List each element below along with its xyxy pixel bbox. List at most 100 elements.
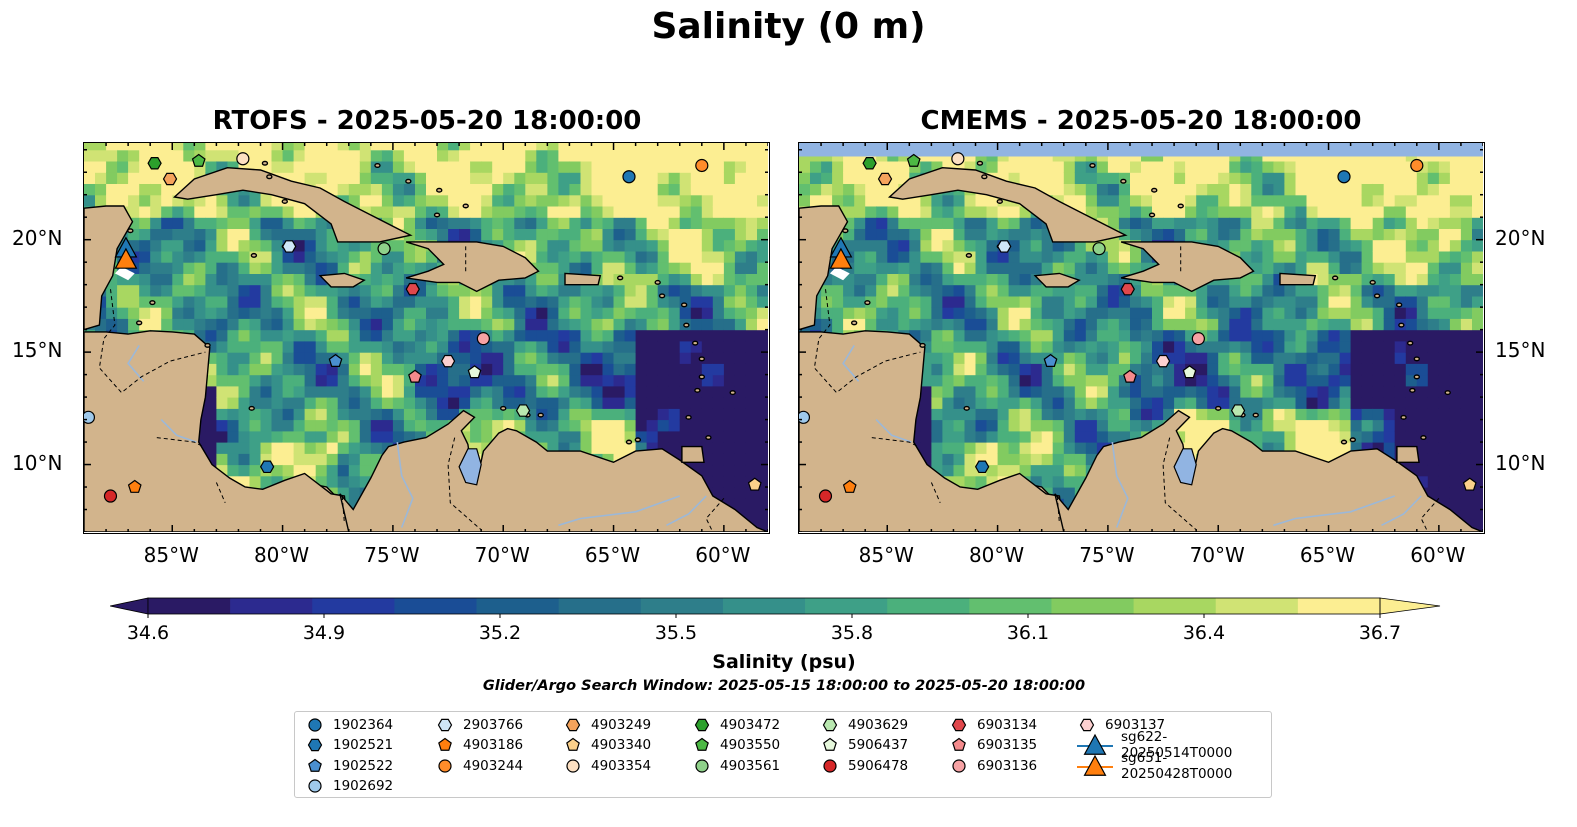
land-cuba xyxy=(172,166,413,243)
rivers xyxy=(842,344,1422,528)
marker-6903137 xyxy=(1155,354,1171,368)
legend-marker-pentagon-icon xyxy=(566,737,580,751)
marker-4903340 xyxy=(1462,477,1477,491)
colorbar-segment xyxy=(312,598,395,614)
legend-label: 1902521 xyxy=(333,737,394,753)
marker-4903472 xyxy=(147,157,162,170)
legend-marker-hexagon-icon xyxy=(307,738,323,752)
small-island xyxy=(1340,439,1348,445)
land-pr xyxy=(1279,272,1317,286)
legend-entry: 1902364 xyxy=(305,715,393,734)
marker-1902522 xyxy=(328,353,343,367)
small-island xyxy=(1151,187,1158,193)
map-panel-cmems xyxy=(798,142,1485,534)
marker-4903244 xyxy=(1410,158,1424,173)
border xyxy=(447,437,482,531)
legend-entry: 4903186 xyxy=(435,736,523,755)
colorbar-tick-label: 34.6 xyxy=(126,622,170,644)
colorbar-segment xyxy=(1297,598,1381,614)
legend-label: 1902692 xyxy=(333,778,394,794)
legend-label: sg651-20250428T0000 xyxy=(1121,749,1233,782)
legend-entry: 4903472 xyxy=(692,715,780,734)
legend-marker-circle-icon xyxy=(952,758,966,773)
river xyxy=(1381,495,1422,527)
small-island xyxy=(149,300,156,306)
border xyxy=(705,497,725,532)
legend-label: 1902522 xyxy=(333,757,394,774)
float-markers xyxy=(799,152,1477,503)
border xyxy=(98,289,206,394)
land-sa xyxy=(339,409,768,532)
land-sa xyxy=(1054,409,1483,532)
small-island xyxy=(965,252,973,258)
small-island xyxy=(683,322,690,328)
legend-label: 6903136 xyxy=(977,757,1038,774)
colorbar-segment xyxy=(230,598,313,614)
x-tick-label: 65°W xyxy=(584,543,641,567)
marker-6903136 xyxy=(476,332,490,346)
marker-4903561 xyxy=(1092,242,1106,256)
legend-entry: 5906437 xyxy=(820,736,908,755)
marker-4903249 xyxy=(877,172,893,186)
legend-label: 4903472 xyxy=(720,716,781,733)
legend-marker-pentagon-icon xyxy=(308,758,322,772)
x-tick-label: 75°W xyxy=(1079,543,1135,567)
legend-entry: 6903135 xyxy=(949,736,1037,755)
small-island xyxy=(680,302,688,308)
marker-6903135 xyxy=(408,369,422,383)
x-tick-label: 85°W xyxy=(858,543,914,567)
legend-label: 5906437 xyxy=(848,737,909,753)
legend-marker-pentagon-icon xyxy=(823,737,837,751)
small-island xyxy=(281,198,288,204)
small-island xyxy=(1409,387,1416,393)
border xyxy=(341,495,345,524)
legend-entry: 2903766 xyxy=(435,715,523,734)
marker-6903134 xyxy=(1120,282,1135,296)
land-yucatan xyxy=(84,205,134,331)
legend-entry: 6903136 xyxy=(949,756,1037,775)
small-island xyxy=(625,439,633,445)
legend-entry: sg622-20250514T0000 xyxy=(1077,729,1271,761)
legend-label: 4903340 xyxy=(591,737,652,753)
small-island xyxy=(374,162,381,168)
river xyxy=(666,495,707,527)
marker-2903766 xyxy=(282,240,297,253)
small-island xyxy=(462,203,469,209)
land-pr xyxy=(564,272,602,286)
y-tick-label: 20°N xyxy=(1495,225,1546,250)
float-markers xyxy=(84,152,762,503)
land-jamaica xyxy=(318,272,366,288)
colorbar-segment xyxy=(1051,598,1135,614)
river xyxy=(842,344,860,382)
marker-4903354 xyxy=(236,152,250,166)
colorbar-segment xyxy=(887,598,970,614)
x-tick-label: 60°W xyxy=(1410,543,1466,567)
river xyxy=(875,419,912,443)
colorbar-tick-label: 36.1 xyxy=(1006,622,1050,644)
colorbar-segment xyxy=(805,598,888,614)
small-island xyxy=(1398,322,1405,328)
marker-4903550 xyxy=(191,153,206,167)
legend-label: 6903137 xyxy=(1105,716,1166,733)
small-island xyxy=(842,228,849,234)
small-island xyxy=(1413,374,1421,380)
marker-6903137 xyxy=(440,354,456,368)
x-tick-label: 85°W xyxy=(143,543,199,567)
panel-title-cmems: CMEMS - 2025-05-20 18:00:00 xyxy=(920,106,1362,136)
river xyxy=(558,495,680,527)
border xyxy=(1056,495,1060,524)
colorbar-segment xyxy=(1215,598,1299,614)
legend-label: 4903561 xyxy=(720,757,781,774)
colorbar-tick-label: 36.7 xyxy=(1358,622,1402,644)
colorbar-tick-label: 35.2 xyxy=(478,622,522,644)
marker-2903766 xyxy=(997,240,1012,253)
legend-entry: 1902522 xyxy=(305,756,393,775)
small-island xyxy=(1215,405,1222,411)
marker-4903186 xyxy=(842,479,857,493)
small-island xyxy=(963,405,970,411)
borders xyxy=(813,246,1440,532)
border xyxy=(156,437,204,448)
land xyxy=(799,160,1483,532)
marker-4903629 xyxy=(1230,404,1246,417)
legend-marker-hexagon-icon xyxy=(694,718,710,731)
